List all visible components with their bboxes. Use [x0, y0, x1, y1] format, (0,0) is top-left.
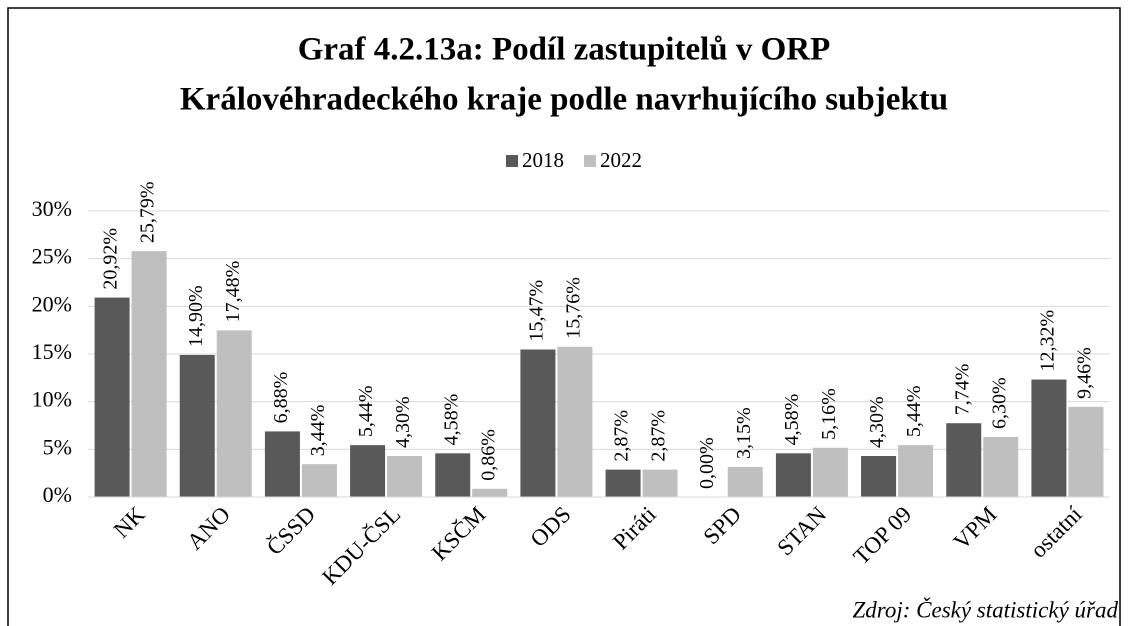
legend-label: 2018: [522, 148, 564, 172]
bar: [727, 466, 763, 497]
bar: [775, 453, 811, 497]
value-label: 15,76%: [563, 277, 585, 339]
value-label: 17,48%: [222, 261, 244, 323]
bar: [350, 445, 386, 497]
y-tick-label: 20%: [32, 291, 72, 316]
bar: [983, 436, 1019, 497]
bar: [946, 423, 982, 497]
value-label: 9,46%: [1074, 347, 1096, 399]
bar: [898, 445, 934, 497]
value-label: 0,00%: [696, 437, 718, 489]
value-label: 4,58%: [440, 394, 462, 446]
value-label: 12,32%: [1037, 310, 1059, 372]
bar: [520, 349, 556, 497]
y-tick-label: 10%: [32, 387, 72, 412]
bar: [1031, 379, 1067, 497]
chart-title: Graf 4.2.13a: Podíl zastupitelů v ORP: [298, 32, 831, 68]
value-label: 2,87%: [611, 410, 633, 462]
value-label: 2,87%: [648, 410, 670, 462]
bar: [131, 251, 167, 497]
value-label: 5,44%: [903, 385, 925, 437]
value-label: 5,44%: [355, 385, 377, 437]
frame: [7, 7, 1121, 626]
bar: [557, 346, 593, 497]
value-label: 3,15%: [733, 407, 755, 459]
value-label: 20,92%: [100, 228, 122, 290]
value-label: 15,47%: [526, 280, 548, 342]
bar: [301, 464, 337, 497]
value-label: 14,90%: [185, 285, 207, 347]
y-tick-label: 0%: [43, 482, 72, 507]
value-label: 5,16%: [818, 388, 840, 440]
value-label: 25,79%: [137, 181, 159, 243]
chart-title: Královéhradeckého kraje podle navrhující…: [180, 82, 948, 118]
value-label: 0,86%: [477, 429, 499, 481]
y-tick-label: 15%: [32, 339, 72, 364]
bar: [435, 453, 471, 497]
value-label: 4,58%: [781, 394, 803, 446]
legend-swatch: [584, 155, 596, 167]
value-label: 4,30%: [392, 396, 414, 448]
bar: [861, 456, 897, 497]
bar: [472, 488, 508, 497]
y-tick-label: 30%: [32, 196, 72, 221]
value-label: 6,30%: [988, 377, 1010, 429]
y-tick-label: 25%: [32, 244, 72, 269]
bar: [1068, 406, 1104, 497]
value-label: 6,88%: [270, 372, 292, 424]
y-tick-label: 5%: [43, 434, 72, 459]
bar: [642, 469, 678, 497]
source-note: Zdroj: Český statistický úřad: [852, 596, 1118, 622]
bar: [264, 431, 300, 497]
bar: [812, 447, 848, 497]
legend-label: 2022: [600, 148, 642, 172]
value-label: 3,44%: [307, 405, 329, 457]
bar: [605, 469, 641, 497]
bar: [94, 297, 130, 497]
bar: [216, 330, 252, 497]
bar: [387, 456, 423, 497]
legend-swatch: [506, 155, 518, 167]
value-label: 4,30%: [866, 396, 888, 448]
bar: [179, 354, 215, 497]
value-label: 7,74%: [951, 364, 973, 416]
